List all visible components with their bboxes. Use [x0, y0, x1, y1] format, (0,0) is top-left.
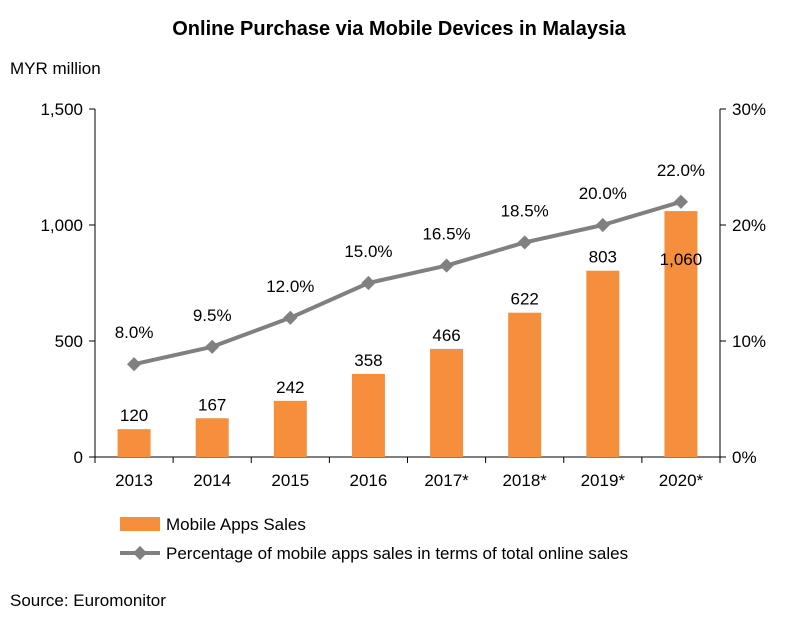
- line-data-label: 16.5%: [422, 225, 470, 244]
- x-tick-label: 2015: [271, 471, 309, 490]
- line-data-label: 20.0%: [579, 184, 627, 203]
- bar: [430, 348, 464, 457]
- line-data-label: 22.0%: [657, 161, 705, 180]
- x-tick-label: 2020*: [659, 471, 704, 490]
- bar-data-label: 242: [276, 378, 304, 397]
- y-tick-label-left: 0: [74, 448, 83, 467]
- bar: [664, 211, 698, 457]
- bar-data-label: 466: [432, 326, 460, 345]
- line-data-label: 8.0%: [115, 323, 154, 342]
- bar-data-label: 358: [354, 351, 382, 370]
- y-tick-label-right: 10%: [732, 332, 766, 351]
- y-tick-label-right: 0%: [732, 448, 757, 467]
- line-data-label: 9.5%: [193, 306, 232, 325]
- line-marker: [126, 357, 142, 372]
- y-tick-label-right: 30%: [732, 100, 766, 119]
- y-tick-label-left: 1,500: [40, 100, 83, 119]
- line-series: [133, 199, 682, 367]
- line-marker: [517, 235, 532, 250]
- legend-swatch-marker: [132, 545, 148, 561]
- bar-data-label: 1,060: [660, 250, 703, 269]
- y-tick-label-right: 20%: [732, 216, 766, 235]
- x-tick-label: 2013: [115, 471, 153, 490]
- bar-data-label: 120: [120, 406, 148, 425]
- bar-data-label: 167: [198, 395, 226, 414]
- source-note: Source: Euromonitor: [10, 591, 166, 610]
- bar: [586, 270, 620, 457]
- x-tick-label: 2017*: [424, 471, 469, 490]
- y-tick-label-left: 500: [55, 332, 83, 351]
- line-marker: [673, 194, 689, 209]
- line-marker: [361, 275, 376, 291]
- line-marker: [439, 258, 454, 273]
- x-tick-label: 2014: [193, 471, 231, 490]
- legend-label-bars: Mobile Apps Sales: [166, 515, 306, 534]
- bar-data-label: 803: [589, 248, 617, 267]
- bar: [351, 373, 385, 457]
- x-tick-label: 2019*: [581, 471, 626, 490]
- line-marker: [595, 217, 610, 233]
- line-marker: [205, 339, 220, 354]
- line-data-label: 12.0%: [266, 277, 314, 296]
- x-tick-label: 2018*: [502, 471, 547, 490]
- line-data-label: 18.5%: [501, 201, 549, 220]
- line-data-label: 15.0%: [344, 242, 392, 261]
- x-tick-label: 2016: [350, 471, 388, 490]
- y-axis-label: MYR million: [10, 59, 101, 78]
- bar: [273, 400, 307, 457]
- legend-label-line: Percentage of mobile apps sales in terms…: [166, 544, 628, 563]
- bar: [117, 429, 151, 457]
- y-tick-label-left: 1,000: [40, 216, 83, 235]
- plot-area: 0 500 1,000 1,500 0% 10% 20% 30% 2013 2014 2015 201…: [40, 100, 766, 490]
- chart-title: Online Purchase via Mobile Devices in Ma…: [172, 18, 626, 40]
- legend-swatch-bars: [120, 517, 160, 531]
- bar: [508, 312, 542, 457]
- bar-data-label: 622: [511, 290, 539, 309]
- line-marker: [283, 310, 298, 325]
- bar: [195, 418, 229, 457]
